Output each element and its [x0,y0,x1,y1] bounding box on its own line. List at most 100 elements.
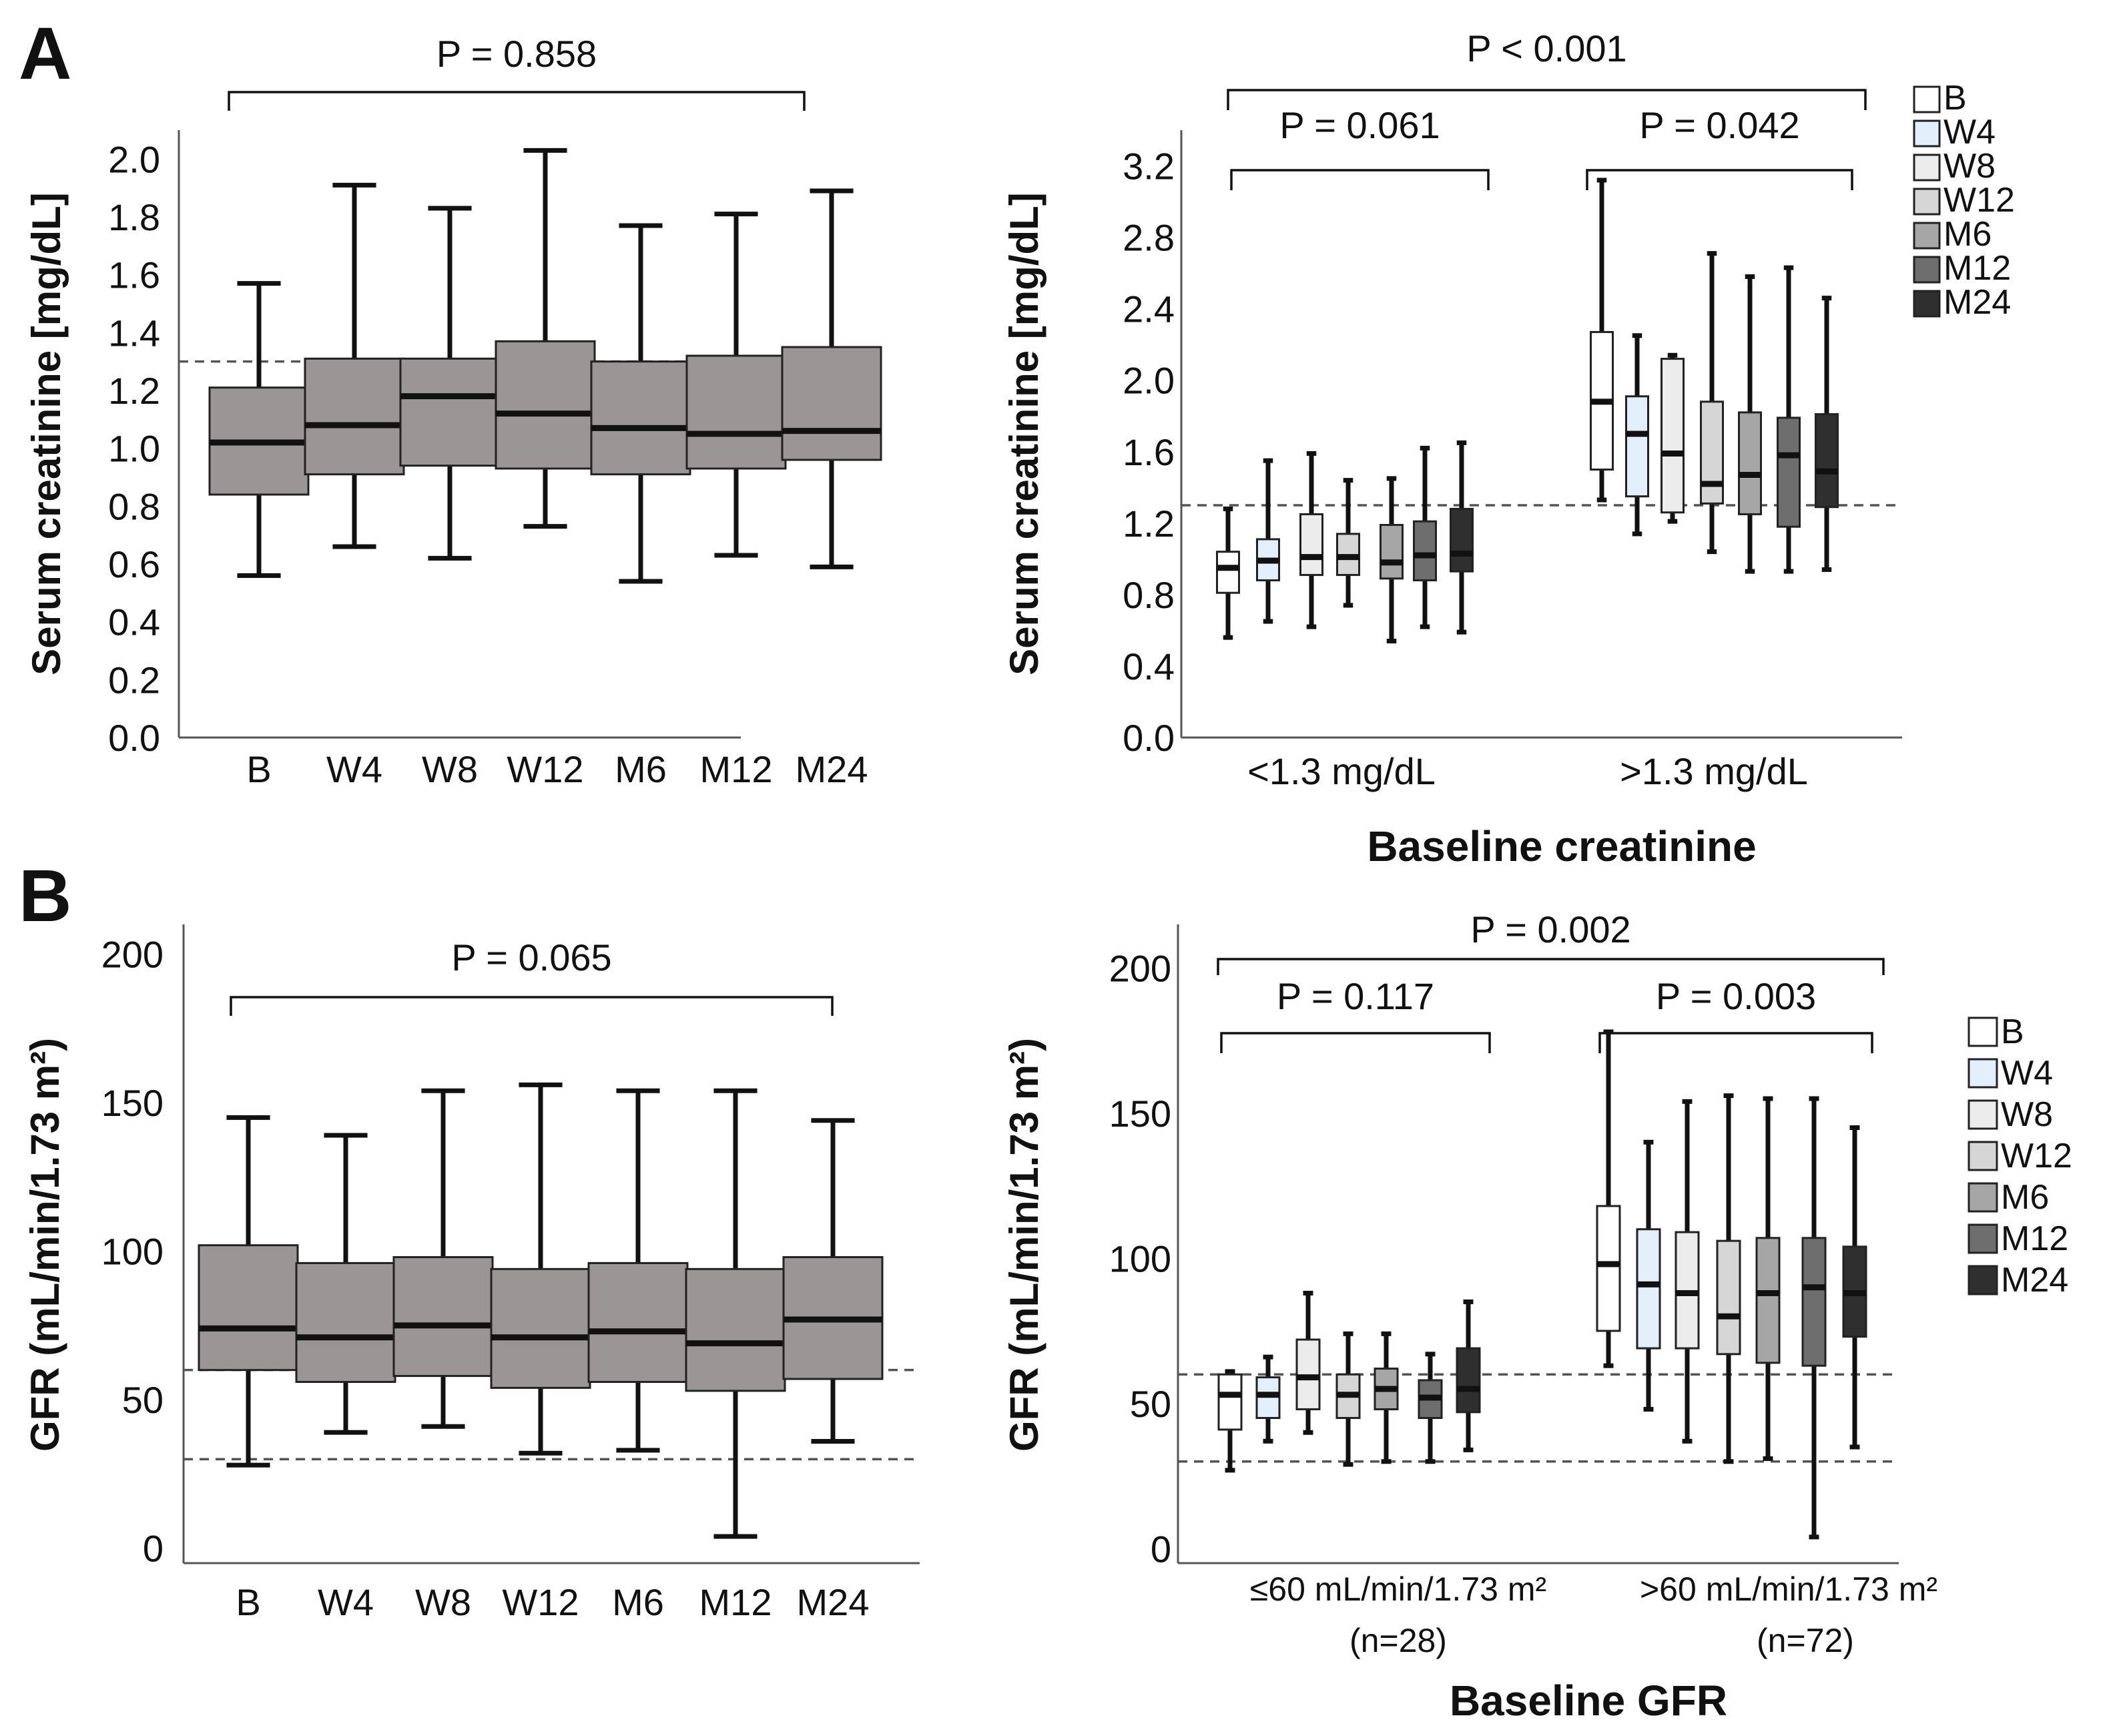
y-tick-label: 1.0 [108,428,160,470]
comparison-bracket [1217,958,1885,975]
box-m24-box [781,346,882,461]
legend-label-m24: M24 [2001,1261,2068,1299]
box-b-group2-box [1596,1205,1621,1332]
legend-swatch-m6 [1913,222,1941,250]
box-w12-box [490,1267,591,1389]
box-w12-group2-box [1700,400,1724,505]
legend-label-m6: M6 [1943,215,1992,254]
box-m24-group2-box [1815,413,1839,509]
y-tick-label: 200 [1109,947,1171,989]
comparison-bracket [228,91,806,111]
y-tick-label: 0.2 [108,659,160,701]
x-category-label: W8 [422,748,478,790]
y-tick-label: 1.8 [108,196,160,238]
box-m24-group1-box [1456,1347,1481,1414]
x-group-label: ≤60 mL/min/1.73 m² [1250,1570,1546,1608]
x-category-label: M12 [700,748,773,790]
y-tick-label: 1.6 [108,254,160,296]
x-category-label: W8 [415,1581,471,1623]
box-m12-group1-box [1413,520,1437,581]
legend-label-m6: M6 [2001,1178,2049,1217]
legend-label-m12: M12 [1943,249,2011,288]
legend-swatch-m6 [1968,1182,1998,1213]
panel-label-b: B [19,855,71,937]
legend-swatch-m24 [1968,1265,1998,1295]
x-axis-title: Baseline GFR [1450,1677,1727,1725]
box-w12-group2-box [1716,1239,1741,1356]
y-tick-label: 200 [101,934,164,976]
x-category-label: M6 [615,748,667,790]
y-tick-label: 0 [143,1528,164,1570]
chart-b-right: 0 50 100 150 200 GFR (mL/min/1.73 m²) ≤60 mL/m… [1002,908,2072,1725]
y-tick-label: 2.0 [1123,360,1175,402]
comparison-bracket [1586,169,1853,190]
y-tick-label: 0 [1151,1528,1171,1570]
legend-swatch-m12 [1913,256,1941,284]
y-axis-label: Serum creatinine [mg/dL] [1002,192,1046,675]
chart-a-right: 0.0 0.4 0.8 1.2 1.6 2.0 2.4 2.8 3.2 Serum creatin… [1002,27,2015,870]
legend-swatch-w12 [1968,1141,1998,1171]
legend-swatch-m12 [1968,1223,1998,1254]
legend-swatch-w4 [1913,119,1941,148]
y-axis-label: GFR (mL/min/1.73 m²) [1002,1038,1046,1452]
box-w8-box [399,357,501,467]
y-tick-label: 100 [101,1231,164,1273]
x-category-label: M24 [796,748,868,790]
x-group-label: >60 mL/min/1.73 m² [1640,1570,1937,1608]
x-category-label: W12 [502,1581,579,1623]
box-m12-group2-box [1801,1237,1827,1367]
chart-a-left: 0.0 0.2 0.4 0.6 0.8 1.0 1.2 1.4 1.6 1.8 2.0 Serum c… [24,33,882,790]
legend-swatch-b [1913,85,1941,113]
y-tick-label: 2.0 [108,138,160,180]
box-m6-box [590,360,691,476]
y-tick-label: 1.2 [108,370,160,412]
x-category-label: M12 [699,1581,772,1623]
comparison-bracket [1598,1032,1873,1053]
p-value-label: P = 0.858 [436,33,597,75]
legend-label-w8: W8 [1943,147,1996,186]
box-m12-box [685,1267,786,1392]
x-group-note: (n=28) [1349,1622,1447,1659]
x-group-label: <1.3 mg/dL [1247,750,1436,792]
y-axis-label: GFR (mL/min/1.73 m²) [23,1038,67,1452]
box-w8-group1-box [1299,513,1323,576]
x-category-label: M24 [797,1581,870,1623]
y-tick-label: 0.4 [1123,645,1175,687]
box-b-group1-box [1217,1373,1243,1431]
x-group-note: (n=72) [1757,1622,1854,1659]
x-group-label: >1.3 mg/dL [1620,750,1808,792]
legend-swatch-m24 [1913,290,1941,318]
y-tick-label: 0.0 [108,717,160,759]
box-w8-box [392,1256,494,1378]
y-tick-label: 0.8 [108,485,160,527]
legend-swatch-b [1968,1017,1998,1047]
box-m6-group2-box [1755,1237,1781,1364]
legend-label-m24: M24 [1943,283,2011,322]
y-tick-label: 150 [101,1082,164,1124]
box-b-group1-box [1216,551,1240,594]
x-category-label: W4 [318,1581,374,1623]
legend-label-b: B [2001,1012,2024,1051]
x-axis-title: Baseline creatinine [1367,822,1756,870]
p-value-label: P = 0.042 [1639,104,1799,146]
box-m6-group2-box [1738,411,1762,515]
legend-swatch-w8 [1913,154,1941,182]
p-value-label: P = 0.061 [1279,104,1440,146]
box-w8-group2-box [1661,358,1685,514]
x-category-label: W12 [507,748,583,790]
y-tick-label: 3.2 [1123,146,1175,188]
x-category-label: B [246,748,271,790]
y-tick-label: 0.0 [1123,717,1175,759]
box-m6-box [587,1261,689,1383]
box-w4-group2-box [1625,395,1649,498]
legend-swatch-w4 [1968,1058,1998,1089]
box-w4-box [295,1261,396,1383]
y-tick-label: 50 [122,1379,164,1421]
box-w4-box [304,357,405,476]
legend-label-b: B [1943,79,1967,117]
chart-b-left: 0 50 100 150 200 GFR (mL/min/1.73 m²) B W4 W8 W12… [23,924,920,1623]
p-value-label: P = 0.002 [1470,908,1630,950]
legend-swatch-w12 [1913,188,1941,216]
y-tick-label: 1.6 [1123,431,1175,473]
